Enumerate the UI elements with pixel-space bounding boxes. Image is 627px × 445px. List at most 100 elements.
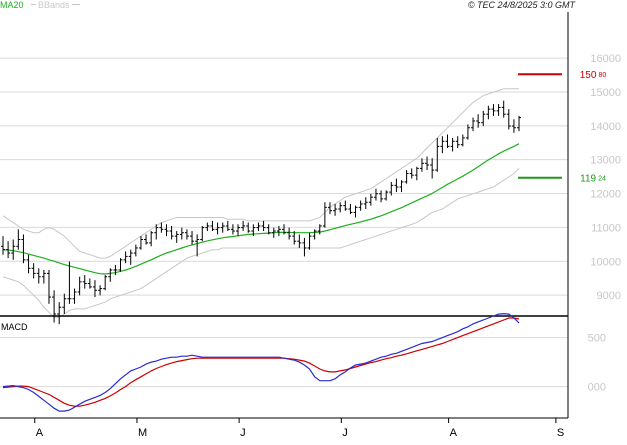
price-level-decimals: 24	[598, 176, 606, 183]
ohlc-bar	[215, 222, 220, 235]
ohlc-bar	[501, 100, 506, 118]
ohlc-bar	[481, 110, 486, 127]
ohlc-bar	[108, 268, 113, 282]
ohlc-bar	[517, 115, 522, 132]
ohlc-bar	[149, 231, 154, 247]
ohlc-bar	[435, 137, 440, 172]
ohlc-bar	[282, 224, 286, 235]
ohlc-bar	[384, 190, 389, 201]
x-tick-label: A	[36, 427, 44, 439]
ohlc-bar	[159, 222, 164, 233]
ohlc-bar	[128, 249, 133, 265]
ohlc-bar	[266, 224, 271, 235]
copyright-notice: © TEC 24/8/2025 3:0 GMT	[468, 0, 577, 10]
ohlc-bar	[425, 156, 430, 171]
macd-title: MACD	[1, 322, 28, 332]
ohlc-bar	[230, 224, 235, 235]
x-tick-label: J	[240, 427, 246, 439]
x-tick-label: M	[138, 427, 147, 439]
ohlc-bar	[169, 225, 174, 240]
ohlc-bar	[11, 239, 16, 260]
price-tick-label: 11000	[591, 222, 621, 234]
ohlc-bar	[373, 188, 378, 201]
macd-signal-line	[2, 317, 520, 407]
ohlc-bar	[98, 285, 103, 296]
price-tick-label: 12000	[590, 189, 621, 201]
ohlc-bar	[236, 224, 241, 237]
ohlc-bar	[16, 229, 21, 250]
ohlc-bar	[205, 222, 210, 232]
ohlc-bar	[327, 202, 332, 215]
ohlc-bar	[195, 234, 200, 257]
legend-item-bbands: BBands	[38, 0, 70, 10]
ohlc-bar	[317, 224, 322, 235]
ohlc-bar	[62, 293, 67, 314]
ohlc-bar	[77, 276, 82, 296]
price-level-label: 150 80	[580, 70, 607, 81]
price-tick-label: 9000	[597, 290, 621, 302]
ohlc-bar	[353, 205, 358, 218]
ohlc-bar	[210, 220, 215, 232]
ohlc-bar	[358, 200, 363, 211]
macd-gridlines	[0, 337, 568, 388]
ohlc-bar	[440, 136, 445, 154]
ohlc-bar	[409, 168, 414, 179]
ohlc-bars	[1, 100, 522, 325]
bollinger-lower-line	[2, 168, 520, 318]
legend: MA20 BBands	[0, 0, 80, 10]
ohlc-bar	[450, 137, 455, 152]
ohlc-bar	[276, 225, 281, 237]
ohlc-bar	[184, 229, 189, 240]
ohlc-bar	[460, 134, 465, 147]
price-level-decimals: 80	[598, 72, 606, 79]
ohlc-bar	[31, 263, 36, 279]
ohlc-bar	[399, 180, 404, 193]
ohlc-bar	[343, 200, 348, 211]
ohlc-bar	[52, 290, 57, 323]
price-tick-label: 10000	[590, 256, 621, 268]
ohlc-bar	[164, 224, 169, 237]
ohlc-bar	[348, 203, 353, 215]
ohlc-bar	[491, 104, 496, 116]
ohlc-bar	[113, 264, 118, 276]
ohlc-bar	[486, 105, 491, 120]
ohlc-bar	[154, 224, 159, 240]
ohlc-bar	[287, 227, 292, 240]
ohlc-bar	[379, 190, 384, 203]
ohlc-bar	[36, 268, 41, 284]
ohlc-bar	[57, 302, 62, 325]
ohlc-bar	[220, 222, 225, 233]
price-tick-label: 15000	[590, 87, 621, 99]
price-y-axis: 9000 10000 11000 12000 13000 14000 15000 16000	[590, 53, 621, 302]
ohlc-bar	[174, 231, 179, 243]
legend-item-ma20: MA20	[0, 0, 24, 10]
price-level-label: 119 24	[580, 174, 606, 185]
ohlc-bar	[261, 220, 266, 232]
price-tick-label: 13000	[590, 155, 621, 167]
ma20-line	[2, 143, 520, 275]
ohlc-bar	[26, 254, 31, 274]
ohlc-bar	[363, 197, 368, 210]
ohlc-bar	[333, 203, 338, 216]
ohlc-bar	[394, 178, 399, 193]
ohlc-bar	[511, 119, 516, 133]
ohlc-bar	[322, 202, 327, 228]
macd-line	[2, 312, 520, 412]
ohlc-bar	[419, 158, 424, 172]
ohlc-bar	[123, 251, 128, 264]
ohlc-bar	[465, 124, 470, 140]
ohlc-bar	[455, 136, 460, 149]
ohlc-bar	[144, 234, 149, 245]
ohlc-bar	[72, 288, 77, 304]
ohlc-bar	[103, 275, 108, 291]
ohlc-bar	[225, 220, 230, 232]
ohlc-bar	[179, 227, 184, 240]
ohlc-bar	[246, 222, 251, 233]
ohlc-bar	[389, 181, 394, 196]
ohlc-bar	[292, 231, 297, 245]
ohlc-bar	[338, 202, 343, 213]
ohlc-bar	[496, 104, 501, 116]
macd-y-axis: 500 000	[588, 333, 606, 394]
